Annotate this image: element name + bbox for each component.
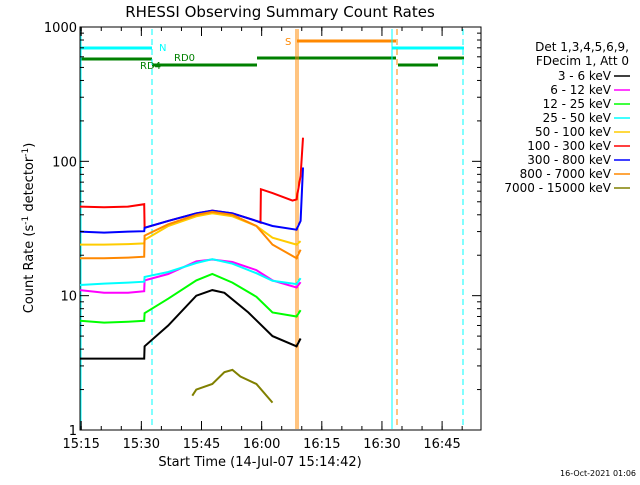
y-label-part1: Count Rate (s: [22, 225, 37, 314]
y-label-sup1: -1: [21, 216, 31, 225]
y-label-sup2: -1: [21, 148, 31, 157]
render-timestamp: 16-Oct-2021 01:06: [560, 469, 636, 478]
y-axis: 1 10 100 1000: [44, 21, 481, 439]
legend-label-25-50-kev: 25 - 50 keV: [543, 111, 612, 125]
rd0-label: RD0: [174, 53, 195, 64]
x-tick-label: 15:45: [183, 437, 220, 452]
x-tick-label: 16:15: [303, 437, 340, 452]
y-label-part2: detector: [22, 156, 37, 216]
legend-label-3-6-kev: 3 - 6 keV: [558, 69, 612, 83]
series-7000-15000-kev: [191, 368, 274, 404]
legend-header-2: FDecim 1, Att 0: [536, 54, 629, 68]
y-tick-label: 1000: [44, 21, 77, 36]
x-tick-label: 15:30: [123, 437, 160, 452]
x-tick-label: 16:30: [363, 437, 400, 452]
y-tick-label: 10: [60, 290, 77, 305]
x-tick-label: 15:15: [62, 437, 99, 452]
instrument-status-bars: N S RD4 RD0: [80, 29, 464, 429]
x-tick-label: 16:00: [243, 437, 280, 452]
series-50-100-kev: [80, 212, 302, 246]
series-25-50-kev: [79, 258, 302, 286]
y-label-part3: ): [22, 143, 37, 148]
series-12-25-kev: [79, 272, 302, 324]
legend-label-7000-15000-kev: 7000 - 15000 keV: [504, 181, 611, 195]
legend-label-300-800-kev: 300 - 800 keV: [527, 153, 611, 167]
series-800-7000-kev: [80, 210, 302, 260]
saa-label: S: [285, 37, 291, 48]
legend-label-6-12-kev: 6 - 12 keV: [550, 83, 612, 97]
chart-title: RHESSI Observing Summary Count Rates: [125, 3, 435, 21]
y-axis-label: Count Rate (s-1 detector-1): [21, 143, 37, 314]
series-300-800-kev: [79, 167, 304, 234]
legend-label-12-25-kev: 12 - 25 keV: [543, 97, 612, 111]
legend-header-1: Det 1,3,4,5,6,9,: [535, 40, 629, 54]
x-tick-label: 16:45: [423, 437, 460, 452]
series-3-6-kev: [80, 289, 302, 360]
legend: Det 1,3,4,5,6,9, FDecim 1, Att 0 3 - 6 k…: [504, 40, 630, 195]
plot-area: N S RD4 RD0: [79, 26, 482, 431]
plot-frame: [79, 26, 482, 431]
y-tick-label: 100: [52, 155, 77, 170]
night-label: N: [159, 43, 166, 54]
legend-label-100-300-kev: 100 - 300 keV: [527, 139, 611, 153]
x-axis-label: Start Time (14-Jul-07 15:14:42): [158, 455, 361, 470]
rd4-label: RD4: [140, 61, 161, 72]
legend-label-50-100-kev: 50 - 100 keV: [535, 125, 612, 139]
y-tick-label: 1: [69, 424, 77, 439]
legend-label-800-7000-kev: 800 - 7000 keV: [520, 167, 612, 181]
series-group: [79, 137, 304, 404]
x-axis: 15:15 15:30 15:45 16:00 16:15 16:30 16:45: [62, 27, 463, 452]
